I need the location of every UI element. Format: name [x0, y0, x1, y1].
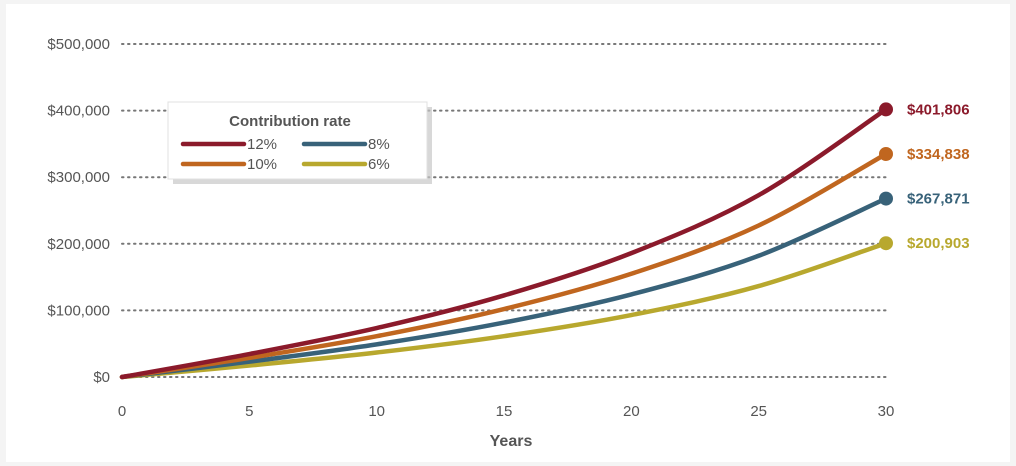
- legend-title: Contribution rate: [229, 113, 351, 130]
- series-endpoint: [879, 191, 893, 206]
- y-tick-label: $400,000: [47, 103, 110, 120]
- y-tick-label: $0: [93, 369, 110, 386]
- grid-lines: [121, 43, 891, 378]
- legend-label: 8%: [368, 136, 390, 153]
- series-line: [119, 151, 889, 380]
- x-tick-label: 0: [118, 403, 126, 420]
- series-lines: [119, 107, 889, 380]
- x-tick-label: 20: [623, 403, 640, 420]
- series-line: [119, 240, 889, 380]
- line-chart: $0 $100,000 $200,000 $300,000 $400,000 $500,0…: [47, 36, 970, 450]
- y-tick-label: $100,000: [47, 302, 110, 319]
- legend-items: 12% 8% 10% 6%: [180, 136, 390, 173]
- series-end-labels: $200,903 $267,871 $334,838 $401,806: [907, 101, 970, 252]
- series-endpoint: [879, 146, 893, 161]
- series-end-label: $334,838: [907, 146, 970, 163]
- series-endpoint: [879, 236, 893, 251]
- legend-label: 6%: [368, 156, 390, 173]
- x-tick-label: 5: [245, 403, 253, 420]
- x-tick-label: 15: [496, 403, 513, 420]
- legend-label: 10%: [247, 156, 277, 173]
- chart-frame: $0 $100,000 $200,000 $300,000 $400,000 $500,0…: [6, 4, 1010, 462]
- legend: Contribution rate 12% 8% 10% 6%: [167, 101, 432, 184]
- x-tick-label: 10: [368, 403, 385, 420]
- x-axis-title: Years: [490, 433, 533, 450]
- y-tick-label: $200,000: [47, 236, 110, 253]
- series-line: [119, 107, 889, 380]
- series-end-label: $267,871: [907, 191, 970, 208]
- y-axis-ticks: $0 $100,000 $200,000 $300,000 $400,000 $500,0…: [47, 36, 110, 386]
- y-tick-label: $300,000: [47, 169, 110, 186]
- x-tick-label: 30: [878, 403, 895, 420]
- x-axis-ticks: 0 5 10 15 20 25 30: [118, 403, 895, 420]
- series-line: [119, 196, 889, 380]
- series-end-label: $200,903: [907, 235, 970, 252]
- series-endpoint: [879, 102, 893, 117]
- x-tick-label: 25: [750, 403, 767, 420]
- series-end-label: $401,806: [907, 101, 970, 118]
- y-tick-label: $500,000: [47, 36, 110, 53]
- legend-label: 12%: [247, 136, 277, 153]
- series-endpoints: [879, 102, 893, 251]
